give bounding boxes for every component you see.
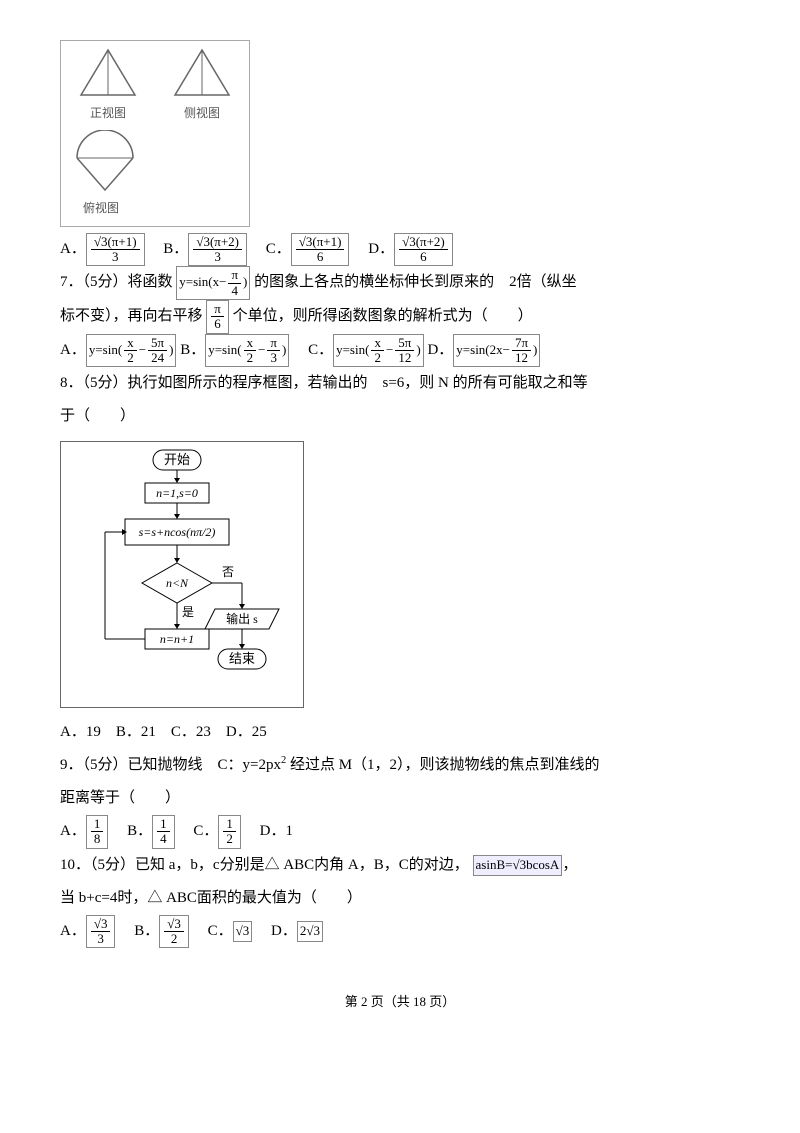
front-view-label: 正视图 [73,100,143,126]
q6-options: A．√3(π+1)3 B．√3(π+2)3 C．√3(π+1)6 D．√3(π+… [60,233,740,267]
q8-text1: 8．（5分）执行如图所示的程序框图，若输出的 s=6，则 N 的所有可能取之和等 [60,367,740,400]
q9-options: A．18 B．14 C．12 D．1 [60,815,740,849]
q10-options: A．√33 B．√32 C．√3 D．2√3 [60,915,740,949]
flowchart-svg: 开始 n=1,s=0 s=s+ncos(nπ/2) n<N 否 输出 s 结束 … [67,448,285,688]
page-footer: 第 2 页（共 18 页） [60,988,740,1017]
top-view-label: 俯视图 [65,195,245,221]
svg-text:s=s+ncos(nπ/2): s=s+ncos(nπ/2) [139,525,216,539]
q10-line2: 当 b+c=4时，△ ABC面积的最大值为（ ） [60,882,740,915]
flowchart-figure: 开始 n=1,s=0 s=s+ncos(nπ/2) n<N 否 输出 s 结束 … [60,441,304,708]
svg-text:否: 否 [222,565,234,579]
svg-text:输出 s: 输出 s [226,611,258,626]
q7-line2: 标不变），再向右平移 π6 个单位，则所得函数图象的解析式为（ ） [60,300,740,334]
top-view-icon [65,130,145,195]
q10-boxed-formula: asinB=√3bcosA [473,855,563,876]
front-view-icon [73,45,143,100]
q7-options: A．y=sin(x2−5π24) B．y=sin(x2−π3) C．y=sin(… [60,334,740,368]
svg-text:n<N: n<N [166,576,189,590]
svg-text:开始: 开始 [164,452,190,467]
svg-text:n=1,s=0: n=1,s=0 [156,486,198,500]
q10: 10．（5分）已知 a，b，c分别是△ ABC内角 A，B，C的对边， asin… [60,849,740,882]
three-view-figure: 正视图 侧视图 俯视图 [60,40,250,227]
side-view-label: 侧视图 [167,100,237,126]
q8-text2: 于（ ） [60,400,740,433]
q9: 9．（5分）已知抛物线 C：y=2px2 经过点 M（1，2），则该抛物线的焦点… [60,749,740,782]
q7: 7．（5分）将函数 y=sin(x−π4) 的图象上各点的横坐标伸长到原来的 2… [60,266,740,300]
side-view-icon [167,45,237,100]
svg-text:n=n+1: n=n+1 [160,632,194,646]
svg-text:是: 是 [182,605,194,619]
q9-line2: 距离等于（ ） [60,782,740,815]
svg-text:结束: 结束 [229,651,255,666]
q8-options: A．19 B．21 C．23 D．25 [60,716,740,749]
